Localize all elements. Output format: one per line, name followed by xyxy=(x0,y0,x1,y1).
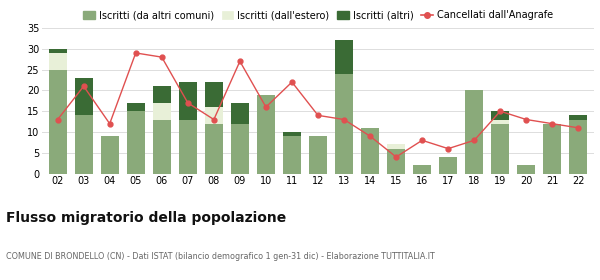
Bar xyxy=(205,124,223,174)
Bar xyxy=(231,103,249,124)
Bar xyxy=(517,165,535,174)
Bar xyxy=(413,165,431,174)
Bar xyxy=(49,49,67,53)
Bar xyxy=(49,53,67,70)
Bar xyxy=(387,144,405,149)
Bar xyxy=(491,111,509,120)
Bar xyxy=(101,136,119,174)
Text: Flusso migratorio della popolazione: Flusso migratorio della popolazione xyxy=(6,211,286,225)
Bar xyxy=(439,157,457,174)
Bar xyxy=(387,149,405,174)
Bar xyxy=(179,120,197,174)
Bar xyxy=(205,82,223,107)
Bar xyxy=(152,103,171,120)
Bar xyxy=(127,103,145,111)
Bar xyxy=(205,107,223,124)
Bar xyxy=(127,111,145,174)
Legend: Iscritti (da altri comuni), Iscritti (dall'estero), Iscritti (altri), Cancellati: Iscritti (da altri comuni), Iscritti (da… xyxy=(83,10,553,20)
Bar xyxy=(491,120,509,124)
Bar xyxy=(361,128,379,174)
Bar xyxy=(74,115,93,174)
Bar xyxy=(543,124,562,174)
Bar xyxy=(569,115,587,120)
Bar xyxy=(49,70,67,174)
Bar xyxy=(283,132,301,136)
Bar xyxy=(152,86,171,103)
Bar xyxy=(74,78,93,115)
Bar xyxy=(335,74,353,174)
Bar xyxy=(335,41,353,74)
Bar xyxy=(152,120,171,174)
Bar xyxy=(283,136,301,174)
Bar xyxy=(465,90,484,174)
Bar xyxy=(491,124,509,174)
Bar xyxy=(231,124,249,174)
Bar xyxy=(309,136,327,174)
Text: COMUNE DI BRONDELLO (CN) - Dati ISTAT (bilancio demografico 1 gen-31 dic) - Elab: COMUNE DI BRONDELLO (CN) - Dati ISTAT (b… xyxy=(6,252,435,261)
Bar xyxy=(569,120,587,174)
Bar xyxy=(179,82,197,120)
Bar xyxy=(257,95,275,174)
